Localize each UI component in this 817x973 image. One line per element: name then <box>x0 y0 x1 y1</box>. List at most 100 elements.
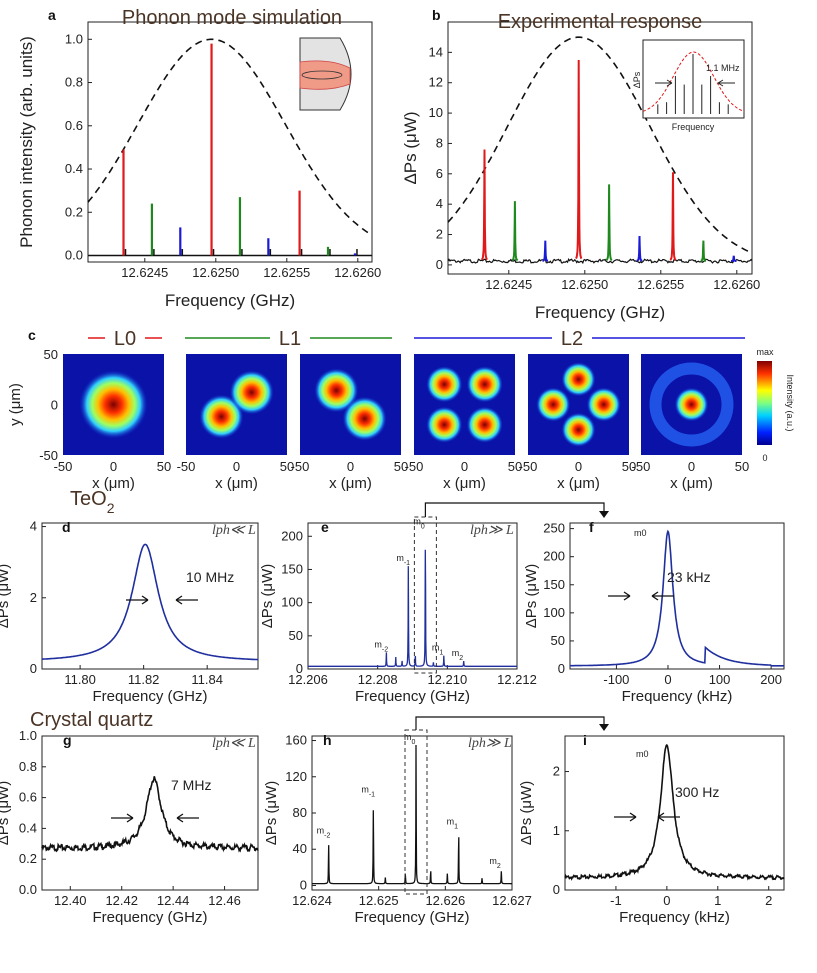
profile-ring <box>649 362 734 447</box>
chart-f: -100 0 100 200 0 50 100 150 200 250 Frequency (kHz… <box>523 521 785 705</box>
mode-profiles: c L0 L1 L2 -50 0 50 x (μm) -50 0 50 x (μm) -50 0 50 x (… <box>7 327 795 492</box>
x-axis-label: Frequency (kHz) <box>619 909 730 926</box>
y-tick-label: 0.8 <box>65 75 83 90</box>
y-tick-label: 0.6 <box>65 118 83 133</box>
right-arrow <box>176 813 199 823</box>
y-tick-label: 150 <box>281 561 303 576</box>
chart-d: 11.80 11.82 11.84 0 2 4 Frequency (GHz) ΔPs (μW… <box>0 519 259 705</box>
x-tick-label: 0 <box>663 893 670 908</box>
x-tick-label: -50 <box>54 459 73 474</box>
x-axis-label: x (μm) <box>92 475 135 492</box>
profile-spot <box>426 406 463 443</box>
x-tick-label: 12.6260 <box>334 265 381 280</box>
profile-spot <box>466 406 503 443</box>
y-axis-label: Phonon intensity (arb. units) <box>17 36 36 248</box>
plot-frame <box>447 21 753 275</box>
y-tick-label: 50 <box>289 628 303 643</box>
mode-label-m2: m2 <box>452 648 464 662</box>
spectrum-trace <box>570 529 784 667</box>
peak-L0 <box>669 172 677 261</box>
x-axis-label: x (μm) <box>557 475 600 492</box>
profile-background <box>414 354 515 455</box>
y-tick-label: 6 <box>436 166 443 181</box>
x-tick-label: 0 <box>664 672 671 687</box>
profile-spot <box>342 396 387 441</box>
y-tick-label: 0.0 <box>65 248 83 263</box>
plot-frame <box>311 735 513 891</box>
x-tick-label: -50 <box>177 459 196 474</box>
linewidth-note-i: 300 Hz <box>675 784 719 800</box>
spectrum-trace <box>308 549 517 667</box>
plot-frame <box>307 522 518 670</box>
profile-spot <box>536 387 571 422</box>
spectrum-trace <box>312 744 512 885</box>
y-tick-label: 80 <box>293 805 307 820</box>
peak-L0 <box>481 149 488 261</box>
x-tick-label: 12.40 <box>54 893 87 908</box>
mode-label-m1: m1 <box>432 643 444 657</box>
x-tick-label: -50 <box>405 459 424 474</box>
y-tick-label: 10 <box>429 105 443 120</box>
y-tick-label: 0.6 <box>19 790 37 805</box>
y-tick-label: 2 <box>553 764 560 779</box>
spectrum-trace <box>41 543 258 661</box>
baseline-trace <box>447 258 753 265</box>
x-tick-label: 12.6255 <box>637 277 684 292</box>
section-label-teo2: TeO2 <box>70 488 115 516</box>
plot-frame <box>569 522 785 670</box>
x-axis-label: Frequency (GHz) <box>92 688 207 705</box>
linewidth-note-f: 23 kHz <box>667 569 711 585</box>
y-tick-label: 0.2 <box>65 204 83 219</box>
panel-letter-d: d <box>62 519 71 535</box>
y-tick-label: 2 <box>30 590 37 605</box>
y-tick-label: 0.4 <box>19 820 37 835</box>
panel-letter-g: g <box>63 732 72 748</box>
zoom-arrowhead <box>599 724 609 731</box>
x-tick-label: 12.206 <box>288 672 328 687</box>
y-tick-label: 0 <box>558 661 565 676</box>
left-arrow <box>608 591 631 601</box>
y-tick-label: 150 <box>543 577 565 592</box>
peak-L2 <box>542 240 549 262</box>
x-axis-label: x (μm) <box>329 475 372 492</box>
beam-profile <box>299 60 351 90</box>
chart-a: 12.6245 12.6250 12.6255 12.6260 0.0 0.2 0.4 0.6… <box>17 21 381 310</box>
x-tick-label: 50 <box>157 459 171 474</box>
x-tick-label: 12.6245 <box>121 265 168 280</box>
profile-spot <box>199 394 244 439</box>
x-tick-label: 0 <box>233 459 240 474</box>
y-tick-label: 0.2 <box>19 851 37 866</box>
peak-L0 <box>575 59 583 260</box>
peak-L1 <box>605 184 613 262</box>
inset-envelope <box>642 51 745 112</box>
mode-label-m2: m2 <box>489 856 501 870</box>
right-arrow <box>651 591 674 601</box>
linewidth-note-d: 10 MHz <box>186 569 234 585</box>
chart-e: 12.206 12.208 12.210 12.212 0 50 100 150 200 Freq… <box>259 522 537 705</box>
chart-b: 12.6245 12.6250 12.6255 12.6260 0 2 4 6 8 10 12 14 F… <box>401 21 760 322</box>
panel-letter-b: b <box>432 7 441 23</box>
regime-label-d: lph≪ L <box>212 523 256 538</box>
y-tick-label: 0 <box>51 398 58 413</box>
y-tick-label: 0 <box>296 661 303 676</box>
right-arrow <box>717 79 735 87</box>
panel-letter-f: f <box>589 519 594 535</box>
x-tick-label: 50 <box>280 459 294 474</box>
y-tick-label: 120 <box>285 769 307 784</box>
x-tick-label: 12.44 <box>157 893 190 908</box>
y-axis-label: ΔPs (μW) <box>518 781 535 845</box>
mode-label-m0: m0 <box>634 528 647 538</box>
y-axis-label: ΔPs (μW) <box>0 781 12 845</box>
y-tick-label: 14 <box>429 44 443 59</box>
left-arrow <box>126 595 149 605</box>
x-tick-label: -50 <box>291 459 310 474</box>
y-tick-label: 4 <box>436 196 443 211</box>
profile-spot <box>426 366 463 403</box>
profile-spot <box>561 412 596 447</box>
y-tick-label: 100 <box>281 595 303 610</box>
resonator-inset <box>299 37 352 111</box>
x-tick-label: -50 <box>632 459 651 474</box>
x-tick-label: 2 <box>765 893 772 908</box>
x-tick-label: 0 <box>347 459 354 474</box>
panel-letter-c: c <box>28 327 36 343</box>
